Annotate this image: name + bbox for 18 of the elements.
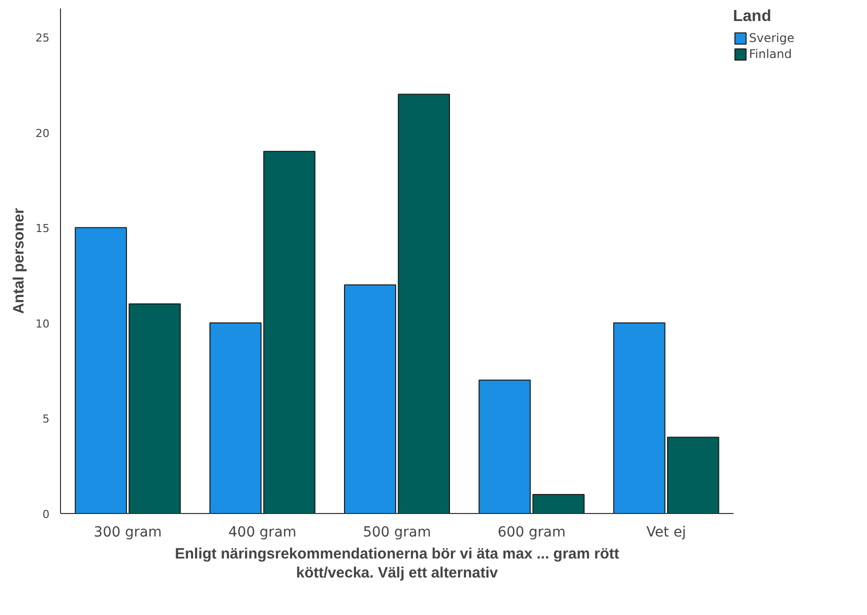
x-axis-title: Enligt näringsrekommendationerna bör vi äta max ... gram rött kött/vecka. Välj ett alternativ	[174, 546, 620, 582]
y-axis-title: Antal personer	[10, 208, 28, 314]
y-tick-label: 20	[36, 126, 50, 140]
y-tick-label: 5	[42, 412, 50, 426]
legend-label: Finland	[749, 47, 792, 61]
x-tick-label: Vet ej	[646, 524, 686, 540]
x-tick-label: 400 gram	[228, 524, 296, 540]
bar	[398, 94, 450, 514]
y-tick-label: 10	[36, 317, 50, 330]
legend-title: Land	[733, 8, 772, 26]
x-tick-label: 300 gram	[94, 524, 162, 540]
x-tick-label: 500 gram	[362, 524, 432, 540]
y-tick-label: 25	[36, 32, 50, 45]
bar	[344, 284, 396, 514]
y-tick-label: 15	[36, 222, 50, 236]
x-tick-label: 600 gram	[498, 524, 566, 540]
y-tick-label: 0	[42, 508, 50, 521]
legend-label: Sverige	[749, 31, 794, 45]
